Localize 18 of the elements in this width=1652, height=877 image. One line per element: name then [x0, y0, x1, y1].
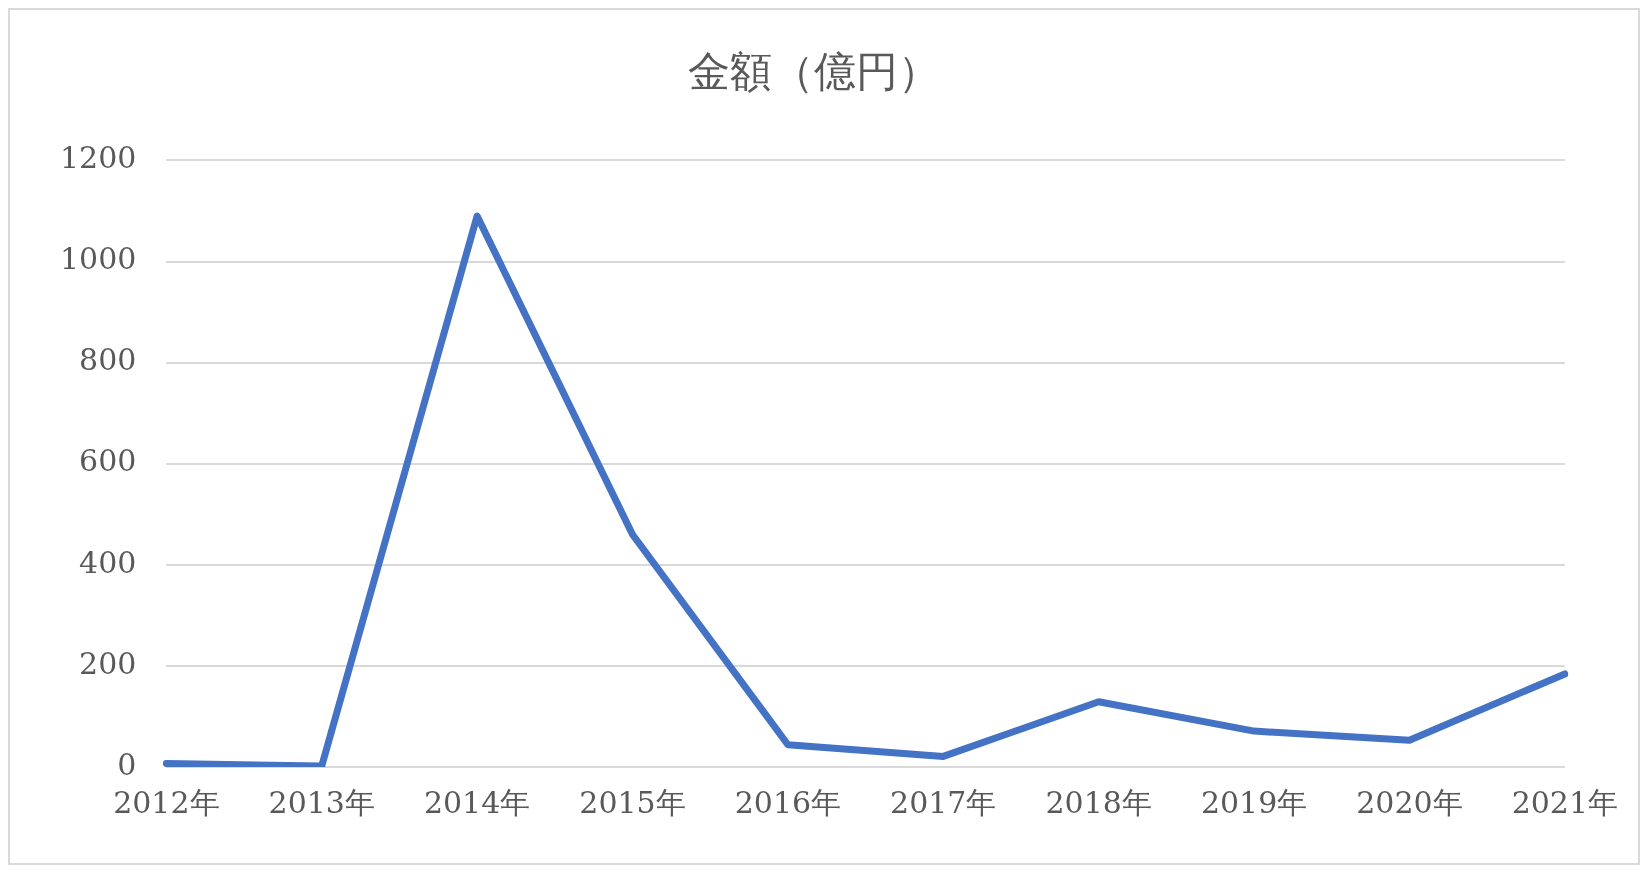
y-tick-label: 600 — [79, 443, 137, 479]
y-tick-label: 800 — [79, 342, 137, 378]
y-tick-label: 1000 — [59, 241, 137, 277]
x-tick-label: 2016年 — [734, 784, 842, 820]
x-tick-label: 2017年 — [890, 784, 997, 820]
chart-title: 金額（億円） — [688, 47, 940, 97]
y-tick-label: 0 — [117, 746, 137, 782]
x-tick-label: 2018年 — [1045, 784, 1152, 820]
y-tick-label: 400 — [79, 544, 137, 580]
x-tick-label: 2015年 — [579, 784, 686, 820]
y-tick-label: 1200 — [59, 140, 137, 176]
x-tick-label: 2020年 — [1356, 784, 1463, 820]
x-tick-label: 2014年 — [423, 784, 531, 820]
y-tick-label: 200 — [79, 645, 137, 681]
x-tick-label: 2019年 — [1200, 784, 1308, 820]
x-tick-label: 2012年 — [113, 784, 220, 820]
x-tick-label: 2021年 — [1511, 784, 1619, 820]
x-tick-label: 2013年 — [268, 784, 375, 820]
